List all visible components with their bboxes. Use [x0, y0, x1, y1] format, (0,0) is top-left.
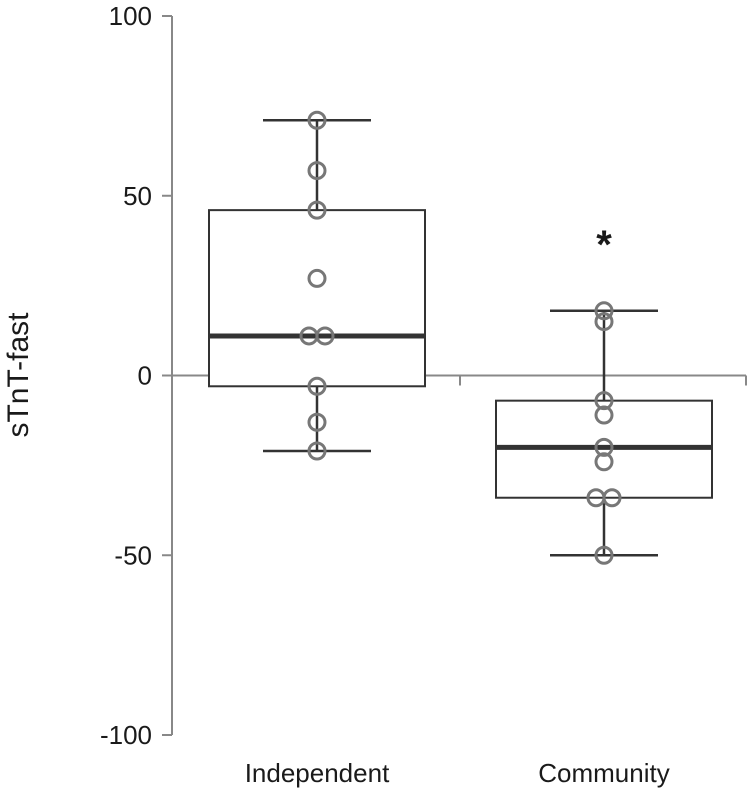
- data-point: [594, 301, 614, 321]
- box-community: [495, 301, 713, 565]
- y-tick-label: 50: [123, 181, 152, 211]
- box-independent: [208, 110, 426, 461]
- y-tick-label: 0: [138, 361, 152, 391]
- y-axis-ticks: 100 50 0 -50 -100: [100, 1, 172, 750]
- data-point: [594, 437, 614, 457]
- category-label-community: Community: [538, 758, 669, 788]
- data-point: [307, 412, 327, 432]
- data-point: [602, 488, 622, 508]
- data-point: [594, 312, 614, 332]
- iqr-box: [208, 209, 426, 388]
- data-point: [307, 161, 327, 181]
- annotations: *: [596, 223, 612, 267]
- data-point: [594, 405, 614, 425]
- data-point: [594, 545, 614, 565]
- data-point: [594, 391, 614, 411]
- data-point: [307, 441, 327, 461]
- y-tick-label: -50: [114, 540, 152, 570]
- y-axis-title: sTnT-fast: [2, 312, 35, 438]
- y-tick-label: -100: [100, 720, 152, 750]
- boxes: [208, 110, 713, 565]
- data-point: [307, 376, 327, 396]
- significance-marker: *: [596, 223, 612, 267]
- data-point: [594, 452, 614, 472]
- data-point: [307, 268, 327, 288]
- y-tick-label: 100: [109, 1, 152, 31]
- data-point: [315, 326, 335, 346]
- x-axis-category-labels: Independent Community: [245, 758, 670, 788]
- category-label-independent: Independent: [245, 758, 390, 788]
- data-point: [307, 110, 327, 130]
- data-point: [307, 200, 327, 220]
